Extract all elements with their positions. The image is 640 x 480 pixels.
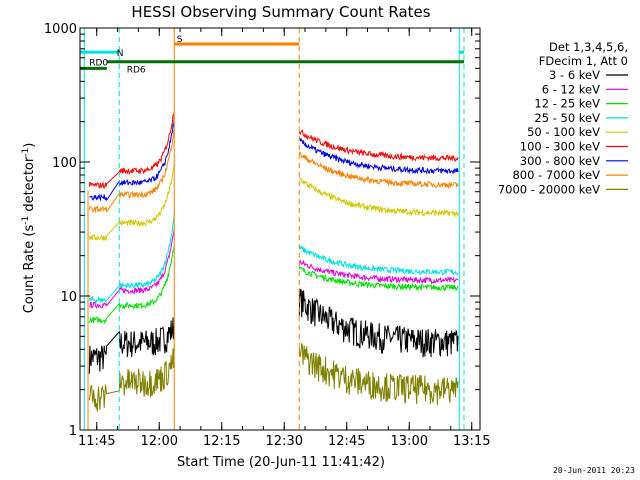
legend-label-5: 100 - 300 keV: [520, 140, 600, 154]
x-tick-label-0: 11:45: [78, 434, 115, 449]
series-line-post-4: [299, 177, 459, 218]
data-layer: N RD0 RD6 S: [80, 28, 465, 430]
y-tick-label-3: 1000: [44, 22, 77, 37]
x-tick-label-5: 13:00: [391, 434, 428, 449]
legend-label-1: 6 - 12 keV: [542, 82, 600, 96]
legend-label-2: 12 - 25 keV: [534, 97, 600, 111]
series-line-post-0: [298, 288, 459, 358]
annotation-n: N: [117, 49, 124, 59]
axis-ticks: 11:45 12:00 12:15 12:30 12:45 13:00 13:15 1 10 10…: [44, 22, 491, 449]
annotation-s: S: [177, 35, 183, 45]
series-line-pre-0: [88, 317, 175, 374]
legend-label-0: 3 - 6 keV: [549, 68, 600, 82]
series-line-pre-6: [89, 116, 175, 202]
y-axis-label: Count Rate (s-1 detector-1): [21, 143, 37, 314]
legend-label-6: 300 - 800 keV: [520, 154, 600, 168]
series-line-post-3: [298, 244, 459, 276]
series-line-pre-5: [88, 111, 175, 190]
series-line-post-7: [298, 150, 459, 190]
x-tick-label-1: 12:00: [141, 434, 178, 449]
y-axis-label-sup1: -1: [21, 216, 31, 225]
y-tick-label-2: 100: [52, 156, 77, 171]
series-line-post-6: [298, 137, 459, 175]
annotation-rd0: RD0: [89, 59, 108, 69]
series-line-post-5: [298, 129, 459, 162]
series-line-pre-8: [88, 344, 175, 412]
y-axis-label-mid: detector: [22, 156, 37, 216]
series-line-pre-3: [88, 213, 175, 305]
y-axis-label-sup2: -1: [21, 148, 31, 157]
series-line-pre-4: [88, 162, 175, 241]
y-tick-label-1: 10: [60, 290, 77, 305]
plot-frame: [79, 27, 481, 431]
annotation-rd6: RD6: [127, 65, 146, 75]
legend-label-3: 25 - 50 keV: [534, 111, 600, 125]
series-line-post-2: [298, 266, 459, 292]
generation-timestamp: 20-Jun-2011 20:23: [553, 466, 635, 475]
series-line-pre-7: [88, 129, 175, 213]
series-line-pre-2: [88, 245, 175, 325]
legend-label-7: 800 - 7000 keV: [512, 168, 600, 182]
x-tick-label-4: 12:45: [328, 434, 365, 449]
plot-border: [79, 27, 481, 431]
legend: Det 1,3,4,5,6, FDecim 1, Att 0 3 - 6 keV…: [498, 40, 628, 196]
y-axis-label-suffix: ): [22, 143, 37, 148]
series-line-post-1: [298, 259, 459, 285]
series-line-post-8: [298, 342, 459, 406]
x-tick-label-3: 12:30: [266, 434, 303, 449]
x-tick-label-2: 12:15: [203, 434, 240, 449]
legend-label-4: 50 - 100 keV: [527, 125, 600, 139]
y-tick-label-0: 1: [69, 424, 77, 439]
chart-title: HESSI Observing Summary Count Rates: [131, 3, 430, 21]
legend-label-8: 7000 - 20000 keV: [498, 182, 600, 196]
legend-header-1: Det 1,3,4,5,6,: [549, 40, 628, 54]
x-tick-label-6: 13:15: [453, 434, 490, 449]
x-axis-label: Start Time (20-Jun-11 11:41:42): [177, 455, 385, 470]
legend-header-2: FDecim 1, Att 0: [539, 54, 628, 68]
y-axis-label-prefix: Count Rate (s: [22, 225, 37, 314]
series-line-pre-1: [89, 228, 175, 309]
